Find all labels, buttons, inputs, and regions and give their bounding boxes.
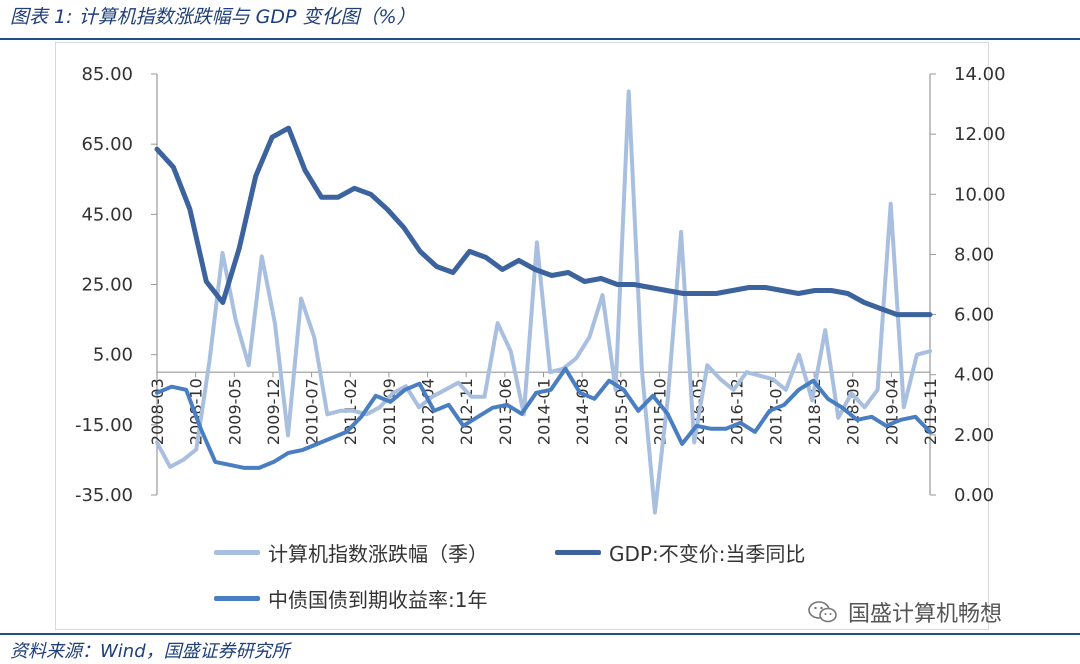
chart-frame	[55, 42, 989, 630]
x-tick-label: 2010-07	[303, 378, 322, 445]
source-note: 资料来源：Wind，国盛证券研究所	[10, 641, 290, 662]
legend-swatch-index	[214, 550, 260, 555]
y-left-tick-label: 85.00	[81, 64, 133, 85]
y-left-tick-label: 25.00	[81, 275, 133, 296]
y-left-tick-label: 5.00	[93, 345, 133, 366]
watermark: 国盛计算机畅想	[808, 596, 1002, 628]
y-right-tick-label: 10.00	[954, 184, 1006, 205]
y-left-tick-label: -35.00	[75, 485, 133, 506]
y-right-tick-label: 6.00	[954, 305, 994, 326]
chart-plot	[154, 89, 933, 515]
y-right-tick-label: 12.00	[954, 124, 1006, 145]
x-tick-label: 2011-09	[380, 378, 399, 445]
x-tick-label: 2019-11	[921, 378, 940, 445]
x-tick-label: 2009-12	[264, 378, 283, 445]
x-tick-label: 2009-05	[225, 378, 244, 445]
source-rule	[0, 633, 1080, 635]
y-right-tick-label: 14.00	[954, 64, 1006, 85]
wechat-icon	[808, 601, 837, 623]
x-tick-label: 2016-12	[728, 378, 747, 445]
legend-item-gdp: GDP:不变价:当季同比	[555, 538, 805, 567]
x-tick-label: 2014-01	[535, 378, 554, 445]
legend-item-bond: 中债国债到期收益率:1年	[214, 584, 487, 613]
x-tick-label: 2013-06	[496, 378, 515, 445]
y-right-tick-label: 2.00	[954, 425, 994, 446]
figure-title: 图表 1: 计算机指数涨跌幅与 GDP 变化图（%）	[10, 6, 416, 28]
y-right-tick-label: 8.00	[954, 244, 994, 265]
legend-swatch-gdp	[555, 550, 601, 555]
x-tick-label: 2019-04	[882, 378, 901, 445]
title-rule	[0, 38, 1080, 40]
x-tick-label: 2017-07	[766, 378, 785, 445]
legend-swatch-bond	[214, 596, 260, 601]
watermark-text: 国盛计算机畅想	[848, 602, 1003, 627]
series-line-index	[155, 89, 932, 515]
y-left-tick-label: 45.00	[81, 204, 133, 225]
legend-item-index: 计算机指数涨跌幅（季）	[214, 538, 488, 567]
y-left-tick-label: -15.00	[75, 415, 133, 436]
y-right-tick-label: 0.00	[954, 485, 994, 506]
x-tick-label: 2012-11	[457, 378, 476, 445]
series-line-gdp	[154, 125, 933, 318]
legend-label-bond: 中债国债到期收益率:1年	[268, 588, 488, 612]
legend-label-index: 计算机指数涨跌幅（季）	[268, 542, 488, 566]
legend-label-gdp: GDP:不变价:当季同比	[609, 542, 806, 566]
y-right-tick-label: 4.00	[954, 365, 994, 386]
series-line-bond	[155, 366, 932, 470]
y-left-tick-label: 65.00	[81, 134, 133, 155]
x-tick-label: 2008-03	[148, 378, 167, 445]
